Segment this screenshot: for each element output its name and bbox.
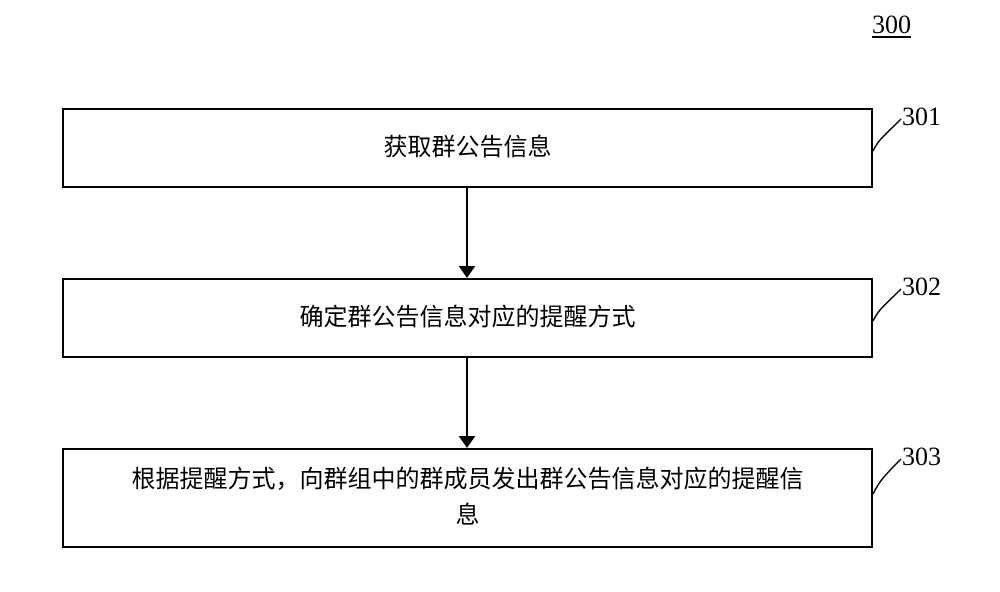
flowchart-diagram: 300 获取群公告信息 301 确定群公告信息对应的提醒方式 302 根据提醒方式，向群… [0, 0, 1000, 592]
figure-number: 300 [872, 10, 911, 40]
step-label-step2: 302 [902, 272, 941, 302]
box-text: 根据提醒方式，向群组中的群成员发出群公告信息对应的提醒信 息 [112, 462, 824, 534]
step-label-step1: 301 [902, 102, 941, 132]
box-text: 获取群公告信息 [364, 130, 572, 166]
flowchart-box-step1: 获取群公告信息 [62, 108, 873, 188]
flowchart-box-step2: 确定群公告信息对应的提醒方式 [62, 278, 873, 358]
flowchart-box-step3: 根据提醒方式，向群组中的群成员发出群公告信息对应的提醒信 息 [62, 448, 873, 548]
step-label-step3: 303 [902, 442, 941, 472]
box-text: 确定群公告信息对应的提醒方式 [280, 300, 656, 336]
